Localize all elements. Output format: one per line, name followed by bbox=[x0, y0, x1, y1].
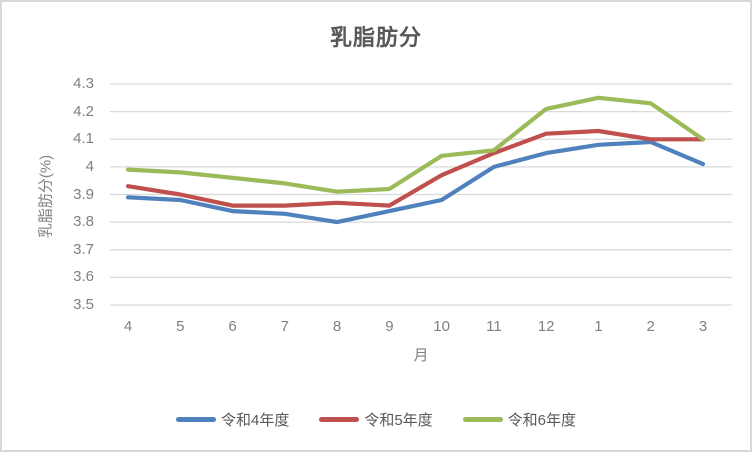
series-line-2[interactable] bbox=[125, 95, 706, 194]
x-tick-label: 2 bbox=[646, 318, 655, 335]
y-tick-label: 3.6 bbox=[73, 268, 94, 286]
x-tick-label: 1 bbox=[594, 318, 603, 335]
legend-label: 令和4年度 bbox=[220, 411, 290, 429]
x-tick-label: 4 bbox=[123, 318, 133, 335]
legend-item-reiwa5[interactable]: 令和5年度 bbox=[319, 409, 433, 430]
legend-label: 令和6年度 bbox=[507, 411, 577, 429]
chart-title: 乳脂肪分 bbox=[329, 25, 422, 50]
legend-item-reiwa4[interactable]: 令和4年度 bbox=[175, 409, 290, 430]
x-tick-label: 3 bbox=[698, 318, 708, 335]
y-tick-label: 3.7 bbox=[73, 240, 94, 258]
x-tick-label: 7 bbox=[280, 318, 289, 335]
x-tick-label: 10 bbox=[433, 318, 450, 335]
y-tick-label: 4 bbox=[85, 157, 94, 175]
legend: 令和4年度 令和5年度 令和6年度 bbox=[2, 406, 750, 432]
y-tick-label: 4.1 bbox=[73, 130, 94, 148]
series-line-1[interactable] bbox=[125, 128, 706, 208]
x-tick-label: 5 bbox=[176, 318, 185, 335]
x-tick-label: 12 bbox=[537, 318, 555, 335]
legend-line-swatch bbox=[175, 416, 216, 422]
legend-line-swatch bbox=[319, 416, 360, 422]
legend-label: 令和5年度 bbox=[364, 411, 433, 429]
x-tick-label: 11 bbox=[486, 318, 502, 335]
x-tick-label: 9 bbox=[385, 318, 394, 335]
x-tick-label: 8 bbox=[332, 318, 342, 335]
legend-line-swatch bbox=[462, 416, 503, 422]
legend-item-reiwa6[interactable]: 令和6年度 bbox=[462, 409, 577, 430]
x-tick-label: 6 bbox=[228, 318, 237, 335]
y-tick-label: 3.8 bbox=[73, 213, 94, 231]
x-axis-title: 月 bbox=[413, 347, 429, 364]
y-tick-label: 4.2 bbox=[73, 102, 94, 120]
y-tick-label: 3.5 bbox=[73, 296, 94, 313]
y-tick-label: 3.9 bbox=[73, 185, 94, 203]
y-tick-label: 4.3 bbox=[73, 75, 94, 92]
series-line-0[interactable] bbox=[125, 139, 706, 225]
